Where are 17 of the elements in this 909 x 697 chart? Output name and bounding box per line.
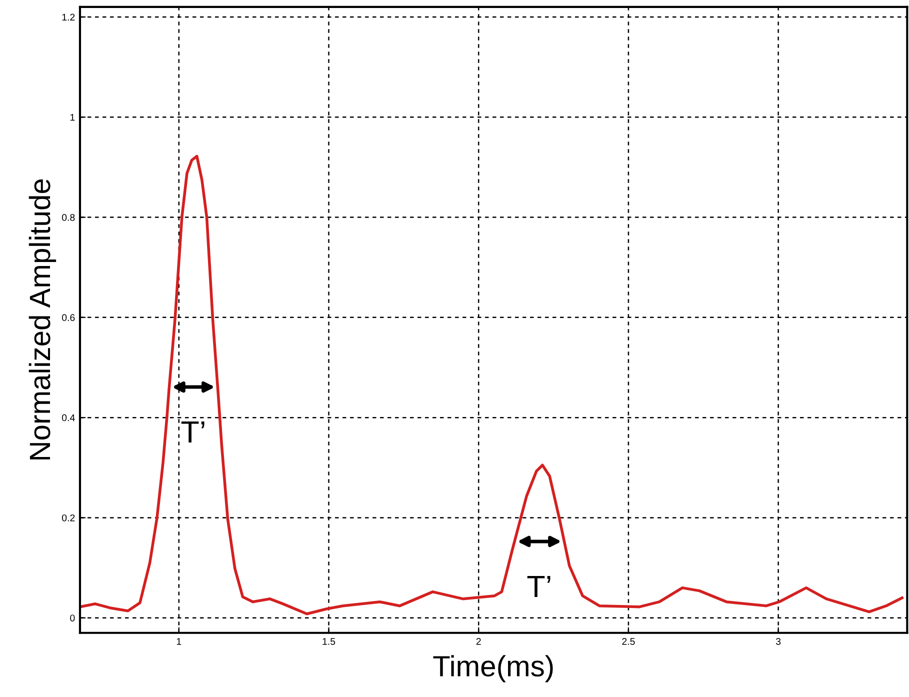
- x-tick-label: 1.5: [322, 638, 336, 645]
- x-tick-label: 3: [776, 638, 781, 645]
- y-tick-label: 0: [70, 614, 75, 622]
- y-tick-label: 0.4: [62, 414, 75, 422]
- x-tick-label: 2: [476, 638, 481, 645]
- y-tick-label: 0.8: [62, 214, 75, 221]
- x-axis-title: Time(ms): [433, 655, 553, 682]
- y-tick-label: 0.2: [62, 514, 75, 522]
- x-tick-label: 1: [176, 638, 182, 645]
- y-tick-label: 1: [70, 114, 75, 121]
- annotation: T’: [527, 576, 550, 597]
- x-tick-label: 2.5: [622, 638, 635, 645]
- y-tick-label: 1.2: [62, 14, 75, 21]
- y-tick-label: 0.6: [62, 314, 75, 322]
- y-axis-title: Normalized Amplitude: [28, 179, 56, 460]
- line-series: [80, 154, 904, 616]
- annotation: T’: [181, 421, 204, 442]
